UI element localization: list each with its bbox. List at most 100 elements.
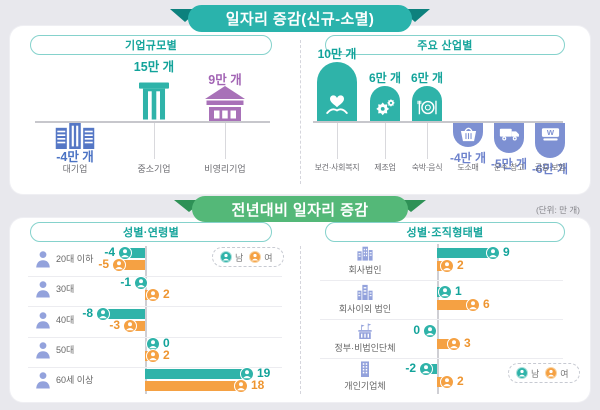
legend-label: 남 [235,252,244,263]
female-face-icon [146,349,160,363]
age-person-icon [35,250,51,268]
category-stem [153,123,155,159]
category-stem [426,123,428,159]
industry-bar-positive [412,86,442,121]
org-female-value: 2 [457,374,464,388]
age-female-value: -3 [109,318,120,332]
industry-bar-positive [370,86,400,121]
org-female-value: 2 [457,258,464,272]
age-person-icon [35,311,51,329]
individual-building-icon [357,361,373,377]
gender-age-axis [145,246,147,394]
org-male-value: -2 [405,361,416,375]
money-icon: W [540,126,561,142]
top-ribbon-text: 일자리 증감(신규-소멸) [225,11,375,28]
industry-category-label: 운수·창고 [493,163,525,172]
age-male-value: -8 [82,306,93,320]
male-face-icon [438,285,452,299]
age-male-bar [101,309,145,319]
age-label: 50대 [56,344,75,355]
large-company-icon [55,123,95,149]
female-face-icon [249,251,262,263]
age-female-value: -5 [98,257,109,271]
category-stem [336,123,338,159]
age-female-bar [145,381,244,391]
section-divider [300,246,301,394]
male-face-icon [118,246,132,260]
male-face-icon [516,367,528,379]
section-title-company-size: 기업규모별 [30,35,272,55]
row-divider [320,358,563,359]
age-female-value: 2 [163,348,170,362]
industry-category-label: 도소매 [457,163,479,172]
industry-value-label: -6만 개 [531,162,569,176]
section-title-text: 주요 산업별 [417,40,473,52]
section-title-industry: 주요 산업별 [325,35,565,55]
company-value-label: 9만 개 [208,73,242,87]
female-face-icon [123,319,137,333]
top-ribbon-title: 일자리 증감(신규-소멸) [188,5,412,32]
nonprofit-building-icon [205,86,245,121]
org-label: 회사이외 법인 [338,304,392,314]
industry-category-label: 숙박·음식 [411,163,443,172]
age-male-value: -1 [120,275,131,289]
industry-value-label: -4만 개 [449,151,487,165]
row-divider [320,280,563,281]
age-label: 60세 이상 [56,374,94,385]
female-face-icon [234,379,248,393]
org-female-value: 6 [483,297,490,311]
section-title-text: 성별·연령별 [122,227,180,239]
age-person-icon [35,280,51,298]
category-stem [224,123,226,159]
industry-chart-axis [313,121,563,123]
company-value-label: 15만 개 [133,60,175,74]
org-label: 정부·비법인단체 [334,343,396,353]
male-face-icon [134,276,148,290]
age-label: 30대 [56,283,75,294]
org-male-bar [437,248,496,258]
age-male-value: -4 [104,245,115,259]
female-face-icon [466,298,480,312]
section-title-gender-age: 성별·연령별 [30,222,272,242]
gov-building-icon [357,323,373,339]
company-chart-axis [35,121,270,123]
industry-value-label: 6만 개 [410,71,444,85]
legend-label: 여 [264,252,273,263]
org-female-value: 3 [464,336,471,350]
female-face-icon [545,367,558,379]
age-person-icon [35,371,51,389]
svg-text:W: W [546,128,554,137]
age-female-value: 18 [251,378,265,392]
basket-icon [458,126,479,142]
industry-bar-negative [494,123,524,153]
org-label: 회사법인 [348,265,382,275]
org-male-value: 0 [413,323,420,337]
industry-value-label: 10만 개 [317,47,357,61]
truck-icon [499,126,520,142]
male-face-icon [423,324,437,338]
male-face-icon [96,307,110,321]
section-title-text: 기업규모별 [124,40,178,52]
industry-value-label: -5만 개 [490,157,528,171]
industry-category-label: 금융·보험 [534,163,566,172]
company-value-label: -4만 개 [56,150,94,164]
category-stem [384,123,386,159]
company-category-label: 대기업 [62,164,88,174]
female-face-icon [440,259,454,273]
male-face-icon [419,362,433,376]
age-female-value: 2 [163,287,170,301]
female-face-icon [146,288,160,302]
dining-icon [416,98,438,117]
bottom-ribbon-title: 전년대비 일자리 증감 [192,196,408,222]
age-male-value: 19 [257,366,271,380]
org-male-value: 1 [455,284,462,298]
age-male-bar [123,248,145,258]
bottom-ribbon-text: 전년대비 일자리 증감 [231,201,369,219]
sme-building-icon [139,80,169,122]
age-person-icon [35,341,51,359]
male-face-icon [240,367,254,381]
